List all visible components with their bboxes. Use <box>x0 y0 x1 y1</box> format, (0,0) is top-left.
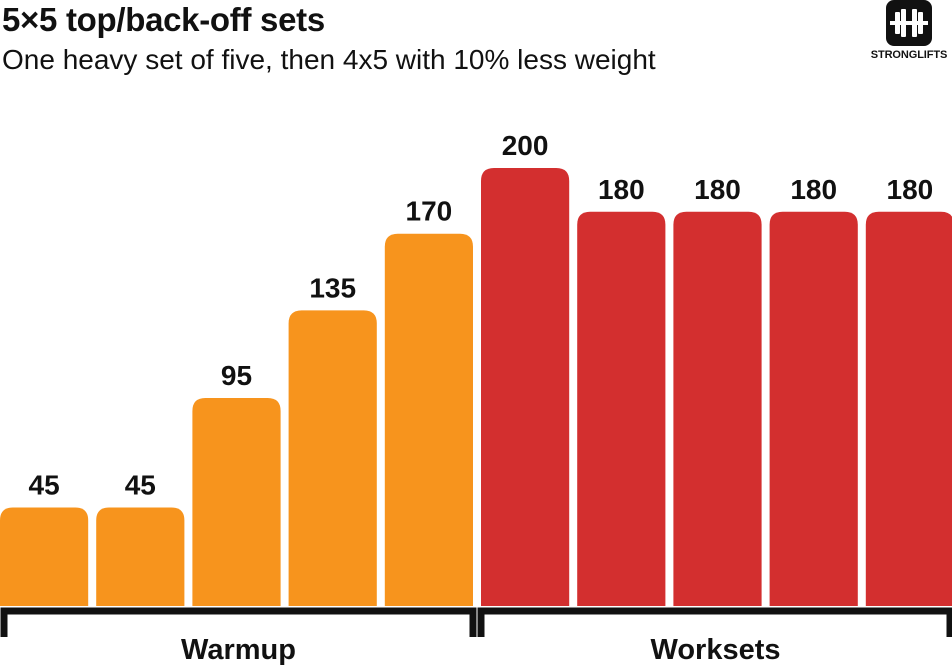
data-label-1: 45 <box>125 469 156 500</box>
bars <box>0 168 952 607</box>
data-label-0: 45 <box>29 469 60 500</box>
chart-header: 5×5 top/back-off sets One heavy set of f… <box>2 0 656 80</box>
data-label-4: 170 <box>406 196 453 227</box>
data-label-2: 95 <box>221 360 252 391</box>
data-label-3: 135 <box>309 272 356 303</box>
chart-subtitle: One heavy set of five, then 4x5 with 10%… <box>2 44 656 75</box>
data-label-7: 180 <box>694 174 741 205</box>
group-label-0: Warmup <box>181 634 296 666</box>
bracket-0 <box>0 607 477 637</box>
logo-text: STRONGLIFTS <box>870 49 948 61</box>
data-label-6: 180 <box>598 174 645 205</box>
bar-6 <box>577 211 666 607</box>
bar-9 <box>865 211 952 606</box>
group-label-1: Worksets <box>650 634 780 666</box>
stronglifts-logo: STRONGLIFTS <box>866 0 952 100</box>
bar-7 <box>673 211 762 607</box>
bracket-1 <box>477 607 952 637</box>
group-brackets: Warmup Worksets <box>0 607 952 666</box>
data-labels: 45 45 95 135 170 200 180 180 180 180 <box>29 130 934 500</box>
bar-0 <box>0 507 89 606</box>
bar-5 <box>481 168 570 606</box>
bar-3 <box>288 310 377 606</box>
data-label-8: 180 <box>790 174 837 205</box>
barbell-icon <box>886 0 932 46</box>
data-label-5: 200 <box>502 130 549 161</box>
bar-4 <box>384 233 473 606</box>
data-label-9: 180 <box>887 174 934 205</box>
bar-8 <box>769 211 858 607</box>
bar-1 <box>96 507 185 606</box>
chart-title: 5×5 top/back-off sets <box>2 1 325 38</box>
bar-2 <box>192 397 281 606</box>
